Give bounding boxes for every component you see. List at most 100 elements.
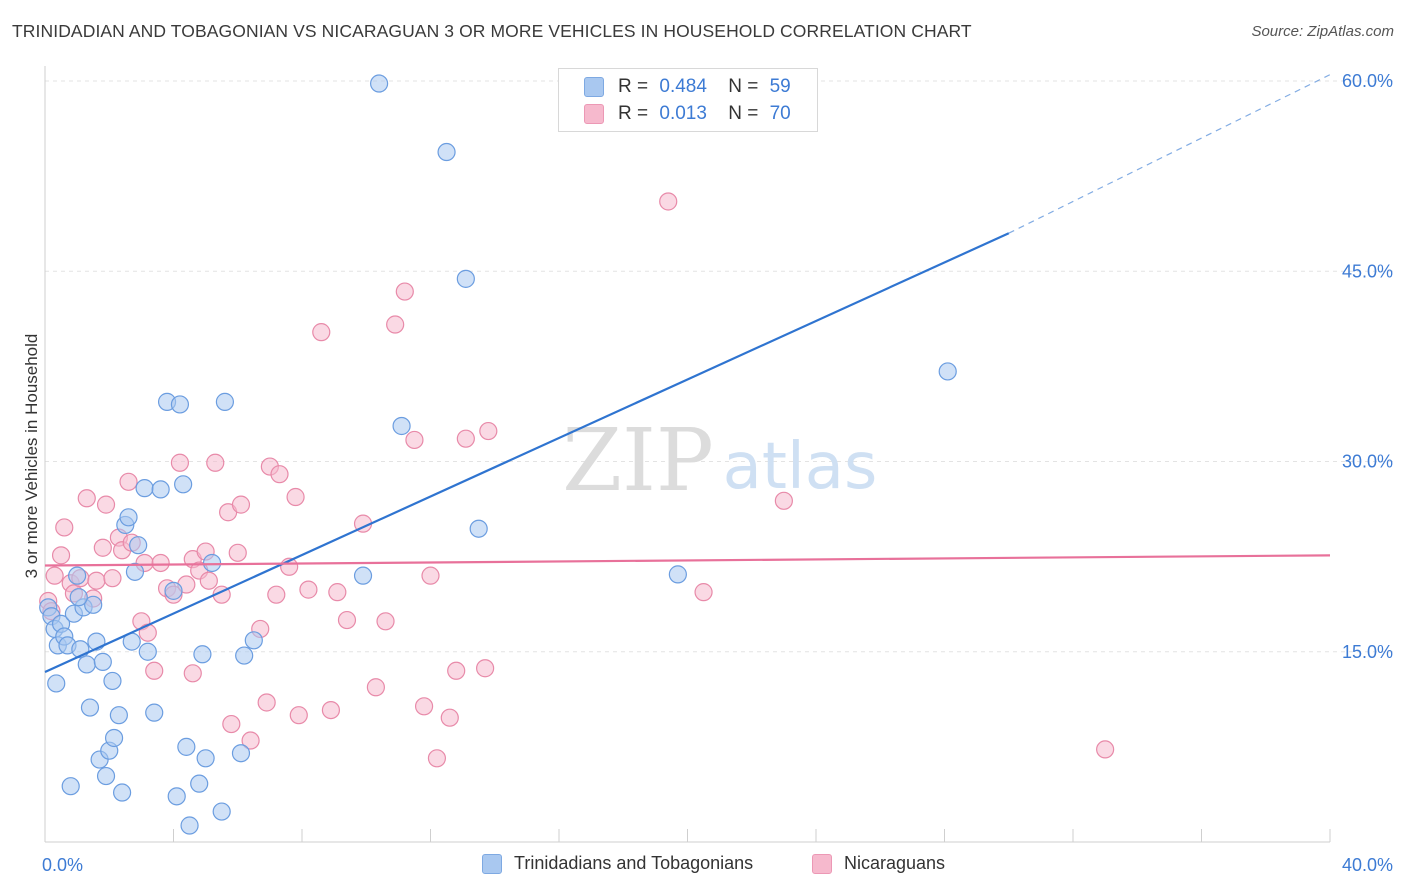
data-point-nicaraguans — [456, 429, 475, 448]
data-point-nicaraguans — [774, 491, 793, 510]
axes — [44, 66, 1331, 843]
data-point-trinidadians — [193, 645, 212, 664]
data-point-trinidadians — [109, 706, 128, 725]
data-point-nicaraguans — [405, 430, 424, 450]
trend-line-trinidadians — [44, 232, 1010, 674]
data-point-trinidadians — [84, 595, 103, 614]
data-point-trinidadians — [135, 479, 154, 498]
x-tick-label: 0.0% — [42, 855, 83, 875]
data-point-trinidadians — [668, 565, 687, 584]
watermark-zip: ZIP — [562, 411, 714, 511]
data-point-trinidadians — [151, 480, 170, 499]
data-point-trinidadians — [93, 652, 112, 671]
n-value-pink: 70 — [769, 103, 791, 124]
legend-label-trinidadians: Trinidadians and Tobagonians — [514, 853, 754, 873]
data-point-trinidadians — [437, 142, 456, 162]
data-point-nicaraguans — [386, 315, 405, 334]
data-point-trinidadians — [353, 566, 373, 585]
data-point-nicaraguans — [1096, 740, 1115, 759]
data-point-trinidadians — [392, 416, 411, 436]
data-point-trinidadians — [145, 703, 164, 722]
data-point-nicaraguans — [145, 661, 164, 680]
data-point-trinidadians — [129, 536, 148, 555]
data-point-trinidadians — [244, 631, 263, 650]
data-point-nicaraguans — [222, 714, 241, 734]
data-point-nicaraguans — [440, 708, 459, 727]
data-point-nicaraguans — [476, 659, 495, 678]
data-point-nicaraguans — [170, 453, 190, 472]
data-point-nicaraguans — [119, 472, 138, 491]
data-point-nicaraguans — [321, 700, 341, 720]
data-point-nicaraguans — [231, 495, 251, 514]
watermark: ZIP atlas — [562, 411, 877, 511]
data-point-nicaraguans — [659, 192, 678, 211]
data-point-trinidadians — [938, 362, 957, 381]
data-point-nicaraguans — [299, 580, 318, 599]
data-point-nicaraguans — [376, 612, 395, 631]
data-point-trinidadians — [125, 562, 145, 581]
data-point-nicaraguans — [694, 583, 713, 602]
data-point-nicaraguans — [257, 693, 276, 712]
swatch-pink — [584, 104, 604, 124]
data-point-trinidadians — [138, 642, 157, 661]
data-point-nicaraguans — [479, 421, 498, 441]
data-point-nicaraguans — [87, 571, 106, 590]
source-label: Source: ZipAtlas.com — [1251, 23, 1394, 40]
data-point-nicaraguans — [228, 543, 247, 562]
data-point-nicaraguans — [183, 664, 202, 683]
data-point-nicaraguans — [96, 495, 116, 514]
data-point-trinidadians — [69, 588, 88, 607]
r-label: R = — [618, 103, 649, 124]
data-point-nicaraguans — [206, 453, 225, 472]
data-point-trinidadians — [235, 646, 254, 665]
data-point-trinidadians — [103, 671, 122, 691]
y-tick-label: 45.0% — [1342, 261, 1393, 281]
trend-line-trinidadians-extension — [1008, 74, 1331, 234]
data-point-trinidadians — [77, 655, 96, 674]
data-point-nicaraguans — [55, 518, 74, 537]
stats-legend: R = 0.484 N = 59 R = 0.013 N = 70 — [558, 68, 818, 132]
data-point-nicaraguans — [77, 489, 96, 508]
data-point-trinidadians — [80, 698, 100, 717]
data-point-nicaraguans — [421, 566, 440, 585]
series-legend: Trinidadians and Tobagonians Nicaraguans — [0, 851, 1406, 879]
data-point-trinidadians — [190, 774, 209, 793]
y-tick-label: 15.0% — [1342, 642, 1393, 662]
data-point-nicaraguans — [199, 571, 218, 590]
legend-label-nicaraguans: Nicaraguans — [844, 853, 946, 873]
data-point-trinidadians — [231, 744, 251, 763]
data-point-trinidadians — [167, 787, 186, 806]
n-value-blue: 59 — [769, 76, 791, 97]
data-point-nicaraguans — [93, 538, 112, 557]
x-tick-label: 40.0% — [1342, 855, 1393, 875]
data-point-trinidadians — [177, 737, 196, 756]
r-value-blue: 0.484 — [659, 76, 707, 97]
n-label: N = — [728, 76, 759, 97]
data-point-trinidadians — [212, 802, 231, 821]
data-point-nicaraguans — [395, 282, 414, 301]
data-point-trinidadians — [47, 674, 66, 693]
data-point-trinidadians — [119, 508, 138, 527]
data-point-nicaraguans — [241, 731, 260, 750]
data-point-nicaraguans — [270, 465, 289, 484]
data-point-nicaraguans — [328, 583, 347, 602]
data-point-nicaraguans — [289, 706, 308, 725]
data-point-nicaraguans — [414, 697, 434, 716]
data-point-trinidadians — [104, 728, 124, 748]
data-point-nicaraguans — [447, 661, 466, 680]
data-point-trinidadians — [68, 566, 87, 585]
data-point-trinidadians — [164, 581, 183, 600]
grid-lines — [45, 80, 1395, 653]
data-point-nicaraguans — [427, 749, 447, 768]
y-axis-label: 3 or more Vehicles in Household — [22, 334, 41, 579]
r-label: R = — [618, 76, 649, 97]
data-point-nicaraguans — [366, 678, 385, 697]
data-point-nicaraguans — [312, 323, 331, 342]
data-point-nicaraguans — [151, 553, 170, 573]
data-point-nicaraguans — [286, 487, 305, 507]
data-point-trinidadians — [202, 553, 222, 573]
swatch-blue — [584, 77, 604, 97]
watermark-atlas: atlas — [723, 430, 878, 504]
n-label: N = — [728, 103, 759, 124]
